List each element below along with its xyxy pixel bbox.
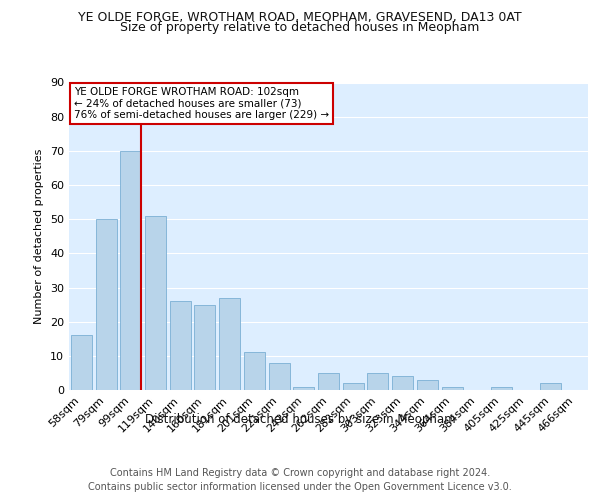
Bar [293, 386, 314, 390]
Bar [491, 386, 512, 390]
Bar [170, 301, 191, 390]
Bar [219, 298, 240, 390]
Bar [392, 376, 413, 390]
Bar [417, 380, 438, 390]
Bar [244, 352, 265, 390]
Bar [541, 383, 562, 390]
Bar [367, 373, 388, 390]
Bar [318, 373, 339, 390]
Bar [145, 216, 166, 390]
Text: YE OLDE FORGE WROTHAM ROAD: 102sqm
← 24% of detached houses are smaller (73)
76%: YE OLDE FORGE WROTHAM ROAD: 102sqm ← 24%… [74, 87, 329, 120]
Bar [71, 336, 92, 390]
Text: Contains HM Land Registry data © Crown copyright and database right 2024.
Contai: Contains HM Land Registry data © Crown c… [88, 468, 512, 491]
Bar [343, 383, 364, 390]
Y-axis label: Number of detached properties: Number of detached properties [34, 148, 44, 324]
Bar [120, 151, 141, 390]
Text: YE OLDE FORGE, WROTHAM ROAD, MEOPHAM, GRAVESEND, DA13 0AT: YE OLDE FORGE, WROTHAM ROAD, MEOPHAM, GR… [78, 11, 522, 24]
Bar [95, 219, 116, 390]
Bar [269, 362, 290, 390]
Bar [194, 304, 215, 390]
Text: Distribution of detached houses by size in Meopham: Distribution of detached houses by size … [145, 412, 455, 426]
Text: Size of property relative to detached houses in Meopham: Size of property relative to detached ho… [121, 21, 479, 34]
Bar [442, 386, 463, 390]
